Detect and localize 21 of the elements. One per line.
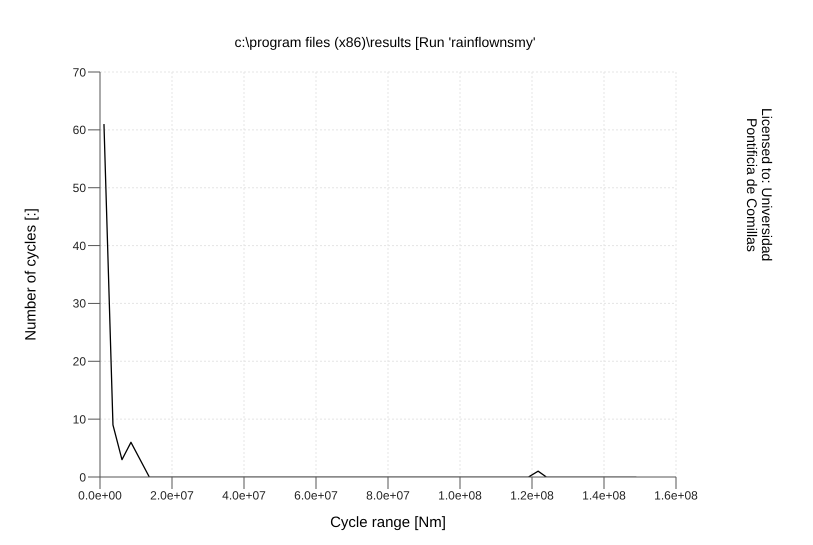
x-tick-label: 1.0e+08: [438, 488, 482, 503]
y-tick-label: 70: [72, 65, 86, 80]
y-tick-label: 30: [72, 296, 86, 311]
y-tick-label: 0: [79, 470, 86, 484]
chart-title: c:\program files (x86)\results [Run 'rainflownsmy': [234, 34, 536, 50]
x-tick-label: 4.0e+07: [222, 488, 266, 503]
x-tick-label: 1.4e+08: [582, 488, 626, 503]
y-tick-label: 50: [72, 180, 86, 195]
x-tick-label: 1.6e+08: [654, 488, 698, 503]
x-tick-label: 1.2e+08: [510, 488, 554, 503]
y-axis-title: Number of cycles [:]: [22, 208, 40, 341]
text: Licensed to: Universidad Pontificia de Comillas: [743, 107, 775, 264]
x-tick-label: 2.0e+07: [150, 488, 194, 503]
x-tick-label: 6.0e+07: [294, 488, 338, 503]
y-tick-label: 10: [72, 412, 86, 426]
y-tick-label: 20: [72, 354, 86, 369]
x-tick-label: 8.0e+07: [366, 488, 410, 503]
x-axis-title: Cycle range [Nm]: [330, 514, 446, 531]
y-tick-label: 60: [72, 123, 86, 138]
x-tick-label: 0.0e+00: [78, 488, 122, 503]
y-tick-label: 40: [72, 238, 86, 253]
